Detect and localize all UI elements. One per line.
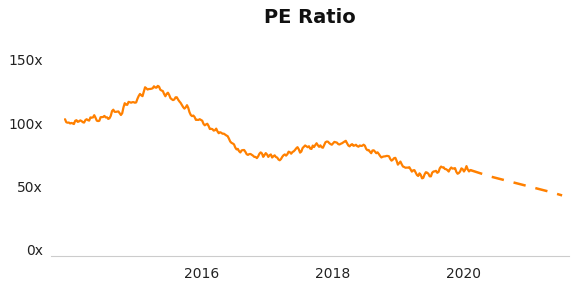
- Title: PE Ratio: PE Ratio: [264, 8, 355, 27]
